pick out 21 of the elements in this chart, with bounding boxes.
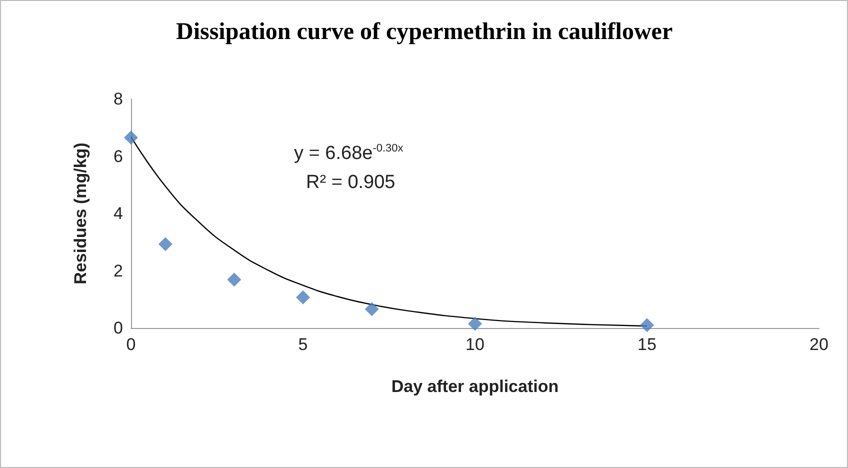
point [296,290,310,304]
y-tick-label: 8 [114,90,123,108]
y-tick-label: 2 [114,261,123,280]
y-tick-label: 0 [114,318,123,338]
point [364,302,379,316]
y-tick-label: 4 [114,204,123,223]
point [468,316,482,331]
x-axis-title: Day after application [391,377,559,396]
x-tick-label: 0 [126,335,136,354]
y-axis-title: Residues (mg/kg) [71,142,90,284]
x-tick-label: 20 [810,335,828,354]
point [227,272,242,287]
point [640,318,654,332]
y-tick-label: 6 [114,146,123,166]
chart-title: Dissipation curve of cypermethrin in cauliflower [176,19,673,45]
x-tick-label: 5 [298,335,308,354]
x-tick-label: 10 [466,335,484,354]
x-tick-label: 15 [638,335,656,354]
annotation: R² = 0.905 [306,172,396,193]
point [158,237,172,252]
point [124,130,138,145]
